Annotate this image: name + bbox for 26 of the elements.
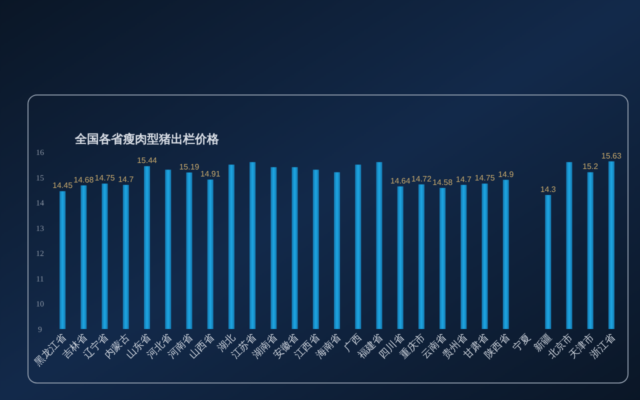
y-tick-label: 10 [36,300,44,309]
y-tick-label: 9 [38,325,42,334]
y-tick-label: 16 [36,148,44,157]
data-label: 14.75 [94,174,116,183]
data-label: 14.7 [118,174,134,184]
data-label: 15.19 [179,162,200,172]
y-tick-label: 14 [36,198,44,208]
data-label: 14.68 [74,175,94,184]
y-tick-label: 11 [36,274,44,284]
chart-title: 全国各省瘦肉型猪出栏价格 [74,132,220,146]
y-tick-label: 15 [36,173,44,182]
data-label: 14.7 [456,174,472,184]
data-label: 14.45 [52,181,74,190]
data-label: 15.2 [582,162,599,172]
data-label: 14.3 [540,184,556,194]
x-tick-label: 宁夏 [510,332,534,354]
data-label: 14.64 [390,176,411,186]
data-label: 15.44 [136,156,158,166]
y-tick-label: 12 [36,249,44,258]
data-label: 14.72 [411,174,432,184]
y-tick-label: 13 [36,224,44,233]
data-label: 14.9 [498,170,514,179]
data-label: 14.91 [200,170,221,179]
data-label: 15.63 [601,151,622,160]
data-label: 14.75 [474,174,496,183]
data-label: 14.58 [432,178,454,187]
